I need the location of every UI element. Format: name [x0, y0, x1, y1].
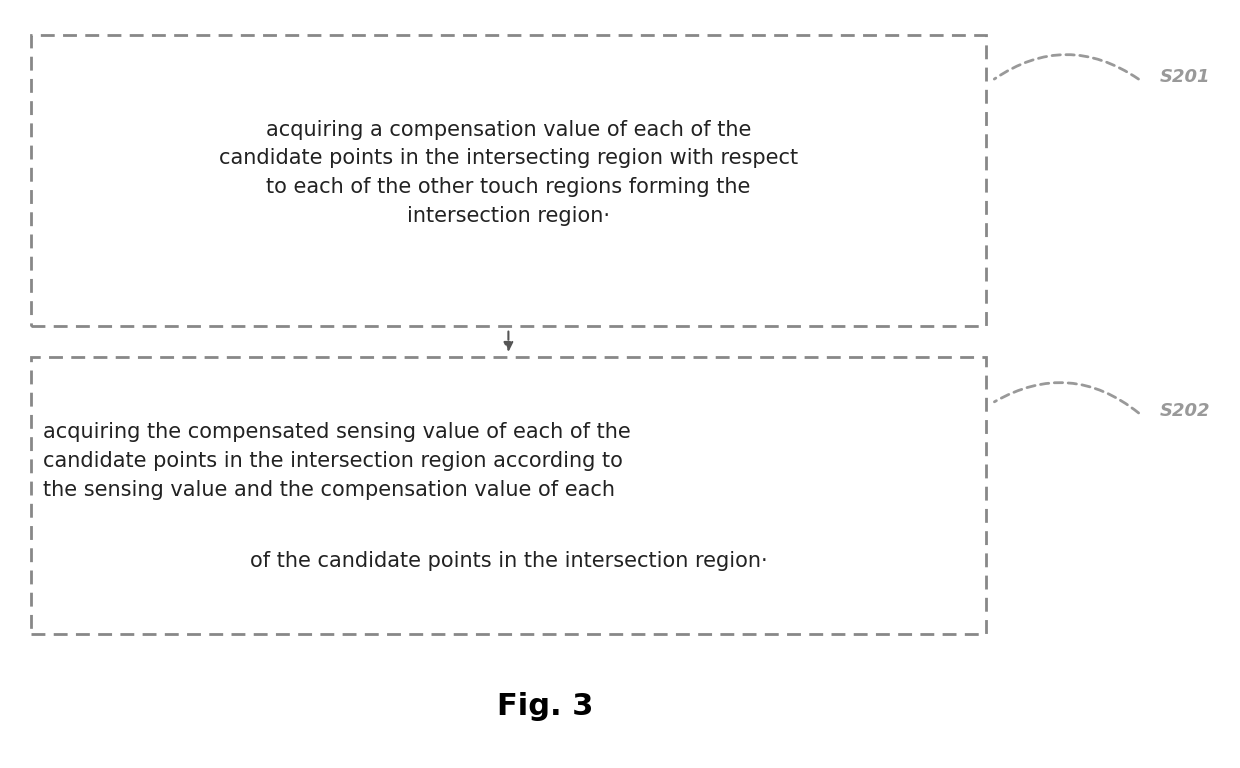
Text: Fig. 3: Fig. 3 — [497, 692, 594, 721]
Text: of the candidate points in the intersection region·: of the candidate points in the intersect… — [249, 551, 768, 571]
FancyBboxPatch shape — [31, 35, 986, 326]
Text: S202: S202 — [1159, 402, 1210, 420]
FancyBboxPatch shape — [31, 357, 986, 634]
Text: S201: S201 — [1159, 68, 1210, 86]
Text: acquiring a compensation value of each of the
candidate points in the intersecti: acquiring a compensation value of each o… — [218, 120, 799, 226]
Text: acquiring the compensated sensing value of each of the
candidate points in the i: acquiring the compensated sensing value … — [43, 422, 631, 500]
